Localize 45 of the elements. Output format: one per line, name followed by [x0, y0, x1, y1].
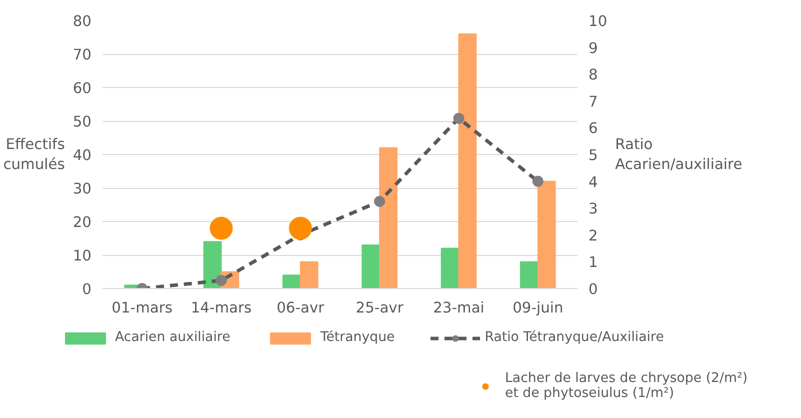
- bar: [379, 147, 398, 288]
- legend-label: Acarien auxiliaire: [115, 330, 230, 345]
- x-tick-label: 14-mars: [190, 300, 252, 316]
- bar: [362, 244, 380, 288]
- y2-tick-label: 4: [588, 174, 598, 191]
- x-tick-label: 01-mars: [112, 300, 173, 316]
- point: [453, 112, 464, 124]
- y2-tick-label: 0: [588, 281, 598, 298]
- bar: [440, 248, 460, 288]
- legend-label: Ratio Tétranyque/Auxiliaire: [484, 330, 664, 345]
- x-tick-label: 09-juin: [512, 300, 564, 316]
- y2-tick-label: 9: [588, 40, 598, 57]
- y2-axis-title: Ratio Acarien/auxiliaire: [615, 136, 742, 174]
- y-axis-title: Effectifs cumulés: [3, 136, 65, 174]
- y2-tick-label: 1: [588, 254, 598, 272]
- y-tick-label: 0: [82, 281, 92, 298]
- bar: [203, 241, 222, 288]
- x-tick-label: 23-mai: [433, 300, 484, 316]
- y-tick-label: 70: [72, 46, 92, 64]
- y-tick-label: 20: [72, 214, 92, 231]
- point: [374, 196, 386, 207]
- bar: [520, 261, 538, 288]
- bar: [458, 33, 477, 288]
- bar: [537, 180, 556, 288]
- point: [532, 176, 544, 187]
- x-tick-label: 06-avr: [276, 300, 326, 316]
- bar: [300, 261, 318, 288]
- y-tick-label: 40: [72, 147, 92, 164]
- y2-tick-label: 3: [588, 200, 598, 218]
- y2-tick-label: 6: [588, 120, 598, 138]
- y2-tick-label: 5: [588, 147, 598, 164]
- y2-tick-label: 10: [588, 13, 608, 30]
- y-tick-label: 10: [72, 248, 92, 264]
- y2-tick-label: 2: [588, 227, 598, 244]
- y2-tick-label: 7: [588, 93, 598, 110]
- x-tick-label: 25-avr: [356, 300, 404, 316]
- y-tick-label: 60: [72, 80, 92, 97]
- y-tick-label: 50: [72, 114, 92, 130]
- y-tick-label: 80: [72, 13, 92, 30]
- point: [216, 274, 227, 286]
- legend-label: Lacher de larves de chrysope (2/m²) et de phytoseiulus (1/m²): [505, 371, 748, 401]
- y2-tick-label: 8: [588, 66, 598, 84]
- bar: [282, 274, 301, 288]
- y-tick-label: 30: [72, 180, 92, 198]
- legend-label: Tétranyque: [320, 330, 395, 345]
